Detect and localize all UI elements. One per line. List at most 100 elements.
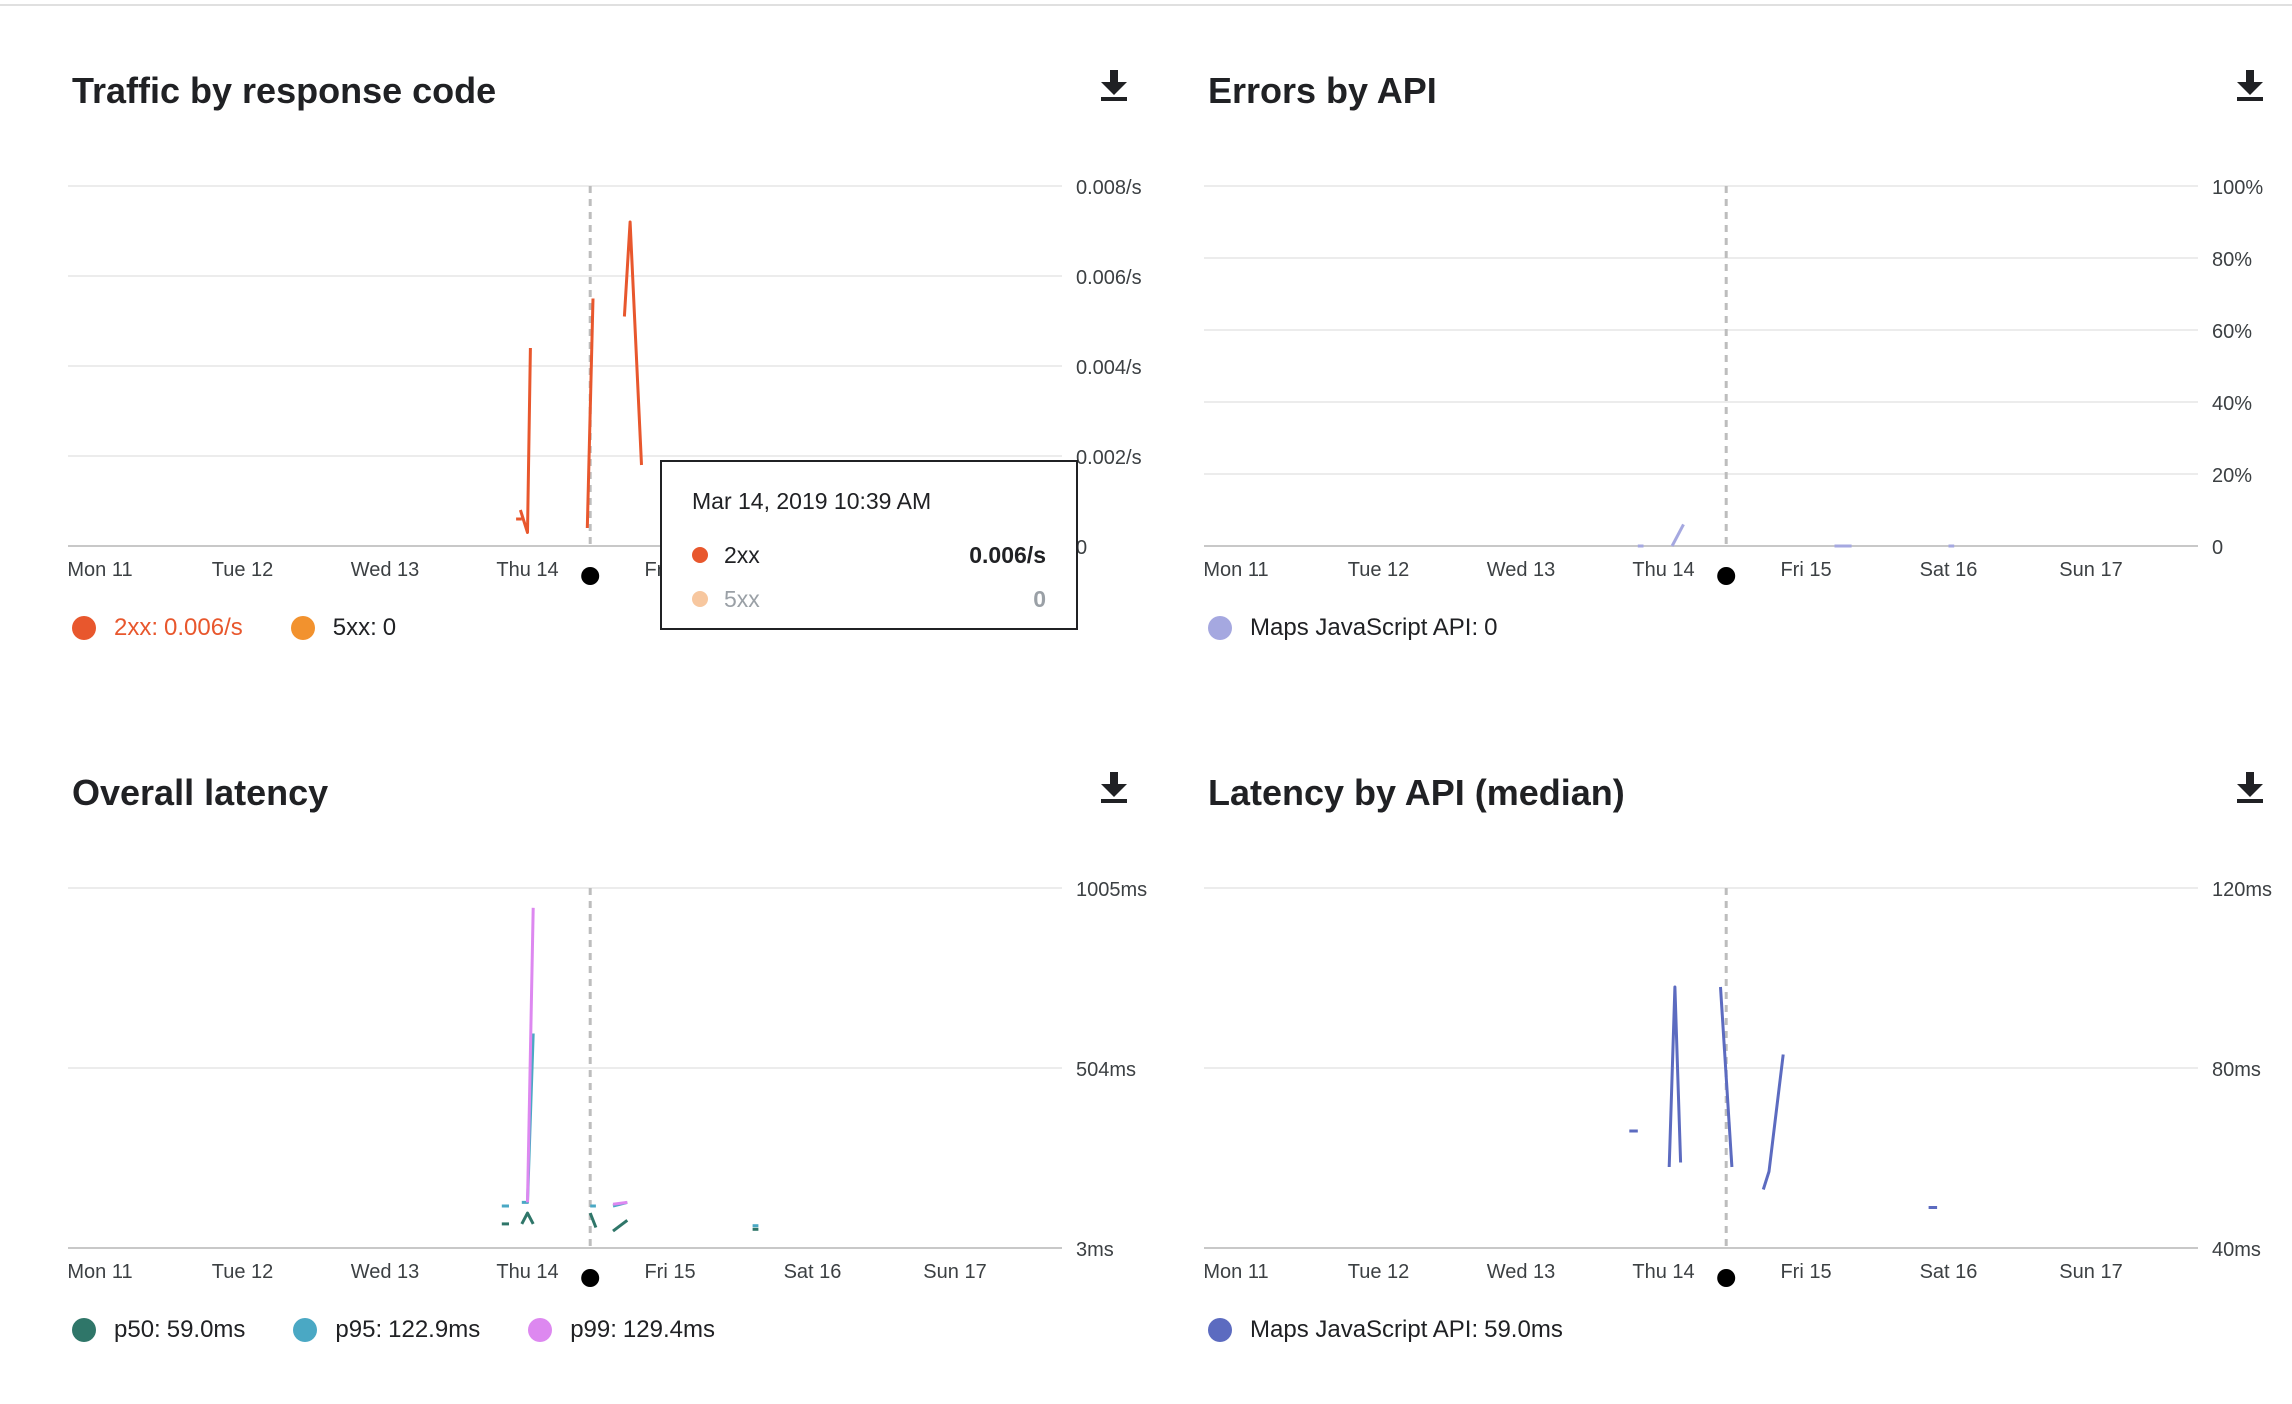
download-icon <box>2237 70 2263 101</box>
series-line-maps-javascript-api <box>1761 1054 1785 1190</box>
traffic-panel: Traffic by response code 0.008/s 0.006/s 0… <box>48 0 1148 660</box>
legend-dot <box>293 1318 318 1342</box>
y-tick-label: 0 <box>2212 537 2223 559</box>
x-tick-label: Mon 11 <box>1203 559 1268 581</box>
latency-by-api-panel: Latency by API (median) 120ms 80ms 40ms Mon… <box>1184 702 2284 1362</box>
legend-dot <box>528 1318 553 1342</box>
x-tick-label: Wed 13 <box>1487 1261 1556 1283</box>
y-tick-label: 80% <box>2212 249 2252 271</box>
download-icon <box>1101 70 1127 101</box>
latency-panel: Overall latency 1005ms 504ms 3ms Mon 11 Tue … <box>48 702 1148 1362</box>
y-tick-label: 120ms <box>2212 879 2272 901</box>
chart-legend: 2xx: 0.006/s 5xx: 0 <box>72 614 396 642</box>
legend-item-p99[interactable]: p99: 129.4ms <box>528 1316 715 1344</box>
series-line-p99 <box>612 1200 628 1206</box>
y-tick-label: 0.004/s <box>1076 357 1142 379</box>
legend-dot <box>290 616 315 640</box>
legend-label: 5xx <box>332 614 371 641</box>
download-button[interactable] <box>1092 62 1136 106</box>
hover-cursor-dot <box>581 1269 600 1287</box>
series-line-p50 <box>588 1212 598 1229</box>
series-line-p50 <box>612 1219 629 1233</box>
x-tick-label: Fri 15 <box>1780 559 1831 581</box>
y-tick-label: 60% <box>2212 321 2252 343</box>
legend-label: p50 <box>114 1316 155 1343</box>
y-tick-label: 0.002/s <box>1076 447 1142 469</box>
tooltip-value: 0.006/s <box>969 541 1046 568</box>
legend-dot <box>1208 616 1232 640</box>
tooltip-dot <box>692 547 708 563</box>
tooltip-label: 5xx <box>724 585 760 612</box>
x-tick-label: Sat 16 <box>1920 1261 1978 1283</box>
x-tick-label: Thu 14 <box>1632 1261 1694 1283</box>
x-tick-label: Thu 14 <box>1632 559 1694 581</box>
legend-item-5xx[interactable]: 5xx: 0 <box>290 614 397 642</box>
legend-value: 122.9ms <box>388 1316 481 1343</box>
series-line-maps-javascript-api <box>1667 985 1683 1168</box>
legend-item-2xx[interactable]: 2xx: 0.006/s <box>72 614 243 642</box>
x-tick-label: Sun 17 <box>923 1261 986 1283</box>
latency-by-api-chart: 120ms 80ms 40ms Mon 11 Tue 12 Wed 13 Thu 14 Fri… <box>1203 879 2272 1287</box>
legend-value: 129.4ms <box>622 1316 715 1343</box>
x-tick-label: Tue 12 <box>212 1261 274 1283</box>
panel-title: Traffic by response code <box>72 70 497 111</box>
y-tick-label: 40% <box>2212 393 2252 415</box>
tooltip-label: 2xx <box>724 541 760 568</box>
legend-label: 2xx <box>114 614 152 641</box>
series-line-p99 <box>526 907 535 1203</box>
x-tick-label: Fri 15 <box>644 1261 695 1283</box>
x-tick-label: Wed 13 <box>351 1261 420 1283</box>
top-divider <box>0 4 2292 6</box>
legend-value: 59.0ms <box>166 1316 246 1343</box>
legend-label: Maps JavaScript API <box>1250 1316 1472 1343</box>
legend-dot <box>72 616 96 640</box>
x-tick-label: Tue 12 <box>1348 1261 1410 1283</box>
legend-dot <box>72 1318 96 1342</box>
tooltip-value: 0 <box>1033 585 1046 612</box>
series-line-maps-javascript-api <box>1719 986 1734 1168</box>
chart-legend: Maps JavaScript API: 59.0ms <box>1208 1316 1563 1344</box>
x-tick-label: Tue 12 <box>1348 559 1410 581</box>
hover-tooltip: Mar 14, 2019 10:39 AM 2xx 0.006/s 5xx 0 <box>660 460 1078 630</box>
legend-item-maps-javascript-api[interactable]: Maps JavaScript API: 59.0ms <box>1208 1316 1563 1344</box>
y-tick-label: 0.008/s <box>1076 177 1142 199</box>
chart-legend: Maps JavaScript API: 0 <box>1208 614 1497 642</box>
legend-value: 0 <box>382 614 397 641</box>
y-tick-label: 80ms <box>2212 1059 2261 1081</box>
y-tick-label: 0.006/s <box>1076 267 1142 289</box>
y-tick-label: 0 <box>1076 537 1087 559</box>
latency-chart: 1005ms 504ms 3ms Mon 11 Tue 12 Wed 13 Thu 14 Fr… <box>67 879 1147 1287</box>
x-tick-label: Mon 11 <box>67 1261 132 1283</box>
legend-value: 59.0ms <box>1484 1316 1563 1343</box>
series-line-p50 <box>520 1211 535 1225</box>
tooltip-row-2xx: 2xx 0.006/s <box>692 533 1046 577</box>
tooltip-row-5xx: 5xx 0 <box>692 577 1046 621</box>
hover-cursor-dot <box>581 567 600 585</box>
series-line-maps-javascript-api <box>1670 523 1685 547</box>
panel-title: Errors by API <box>1208 70 1437 111</box>
y-tick-label: 20% <box>2212 465 2252 487</box>
download-button[interactable] <box>2228 62 2272 106</box>
tooltip-date: Mar 14, 2019 10:39 AM <box>692 488 932 514</box>
errors-panel: Errors by API 100% 80% 60% 40% 20% 0 Mon 11 Tue… <box>1184 0 2284 660</box>
errors-chart: 100% 80% 60% 40% 20% 0 Mon 11 Tue 12 Wed 13 Thu 1… <box>1203 177 2263 585</box>
legend-item-maps-javascript-api[interactable]: Maps JavaScript API: 0 <box>1208 614 1497 642</box>
download-icon <box>1101 772 1127 803</box>
tooltip-dot <box>692 591 708 607</box>
legend-label: Maps JavaScript API <box>1250 614 1472 641</box>
y-tick-label: 504ms <box>1076 1059 1136 1081</box>
panel-title: Latency by API (median) <box>1208 772 1625 813</box>
hover-cursor-dot <box>1717 567 1736 585</box>
download-button[interactable] <box>2228 764 2272 808</box>
x-tick-label: Fri 15 <box>1780 1261 1831 1283</box>
x-tick-label: Mon 11 <box>1203 1261 1268 1283</box>
x-tick-label: Wed 13 <box>351 559 420 581</box>
legend-item-p95[interactable]: p95: 122.9ms <box>293 1316 480 1344</box>
x-tick-label: Sat 16 <box>784 1261 842 1283</box>
legend-dot <box>1208 1318 1232 1342</box>
y-tick-label: 1005ms <box>1076 879 1147 901</box>
download-button[interactable] <box>1092 764 1136 808</box>
legend-item-p50[interactable]: p50: 59.0ms <box>72 1316 245 1344</box>
y-tick-label: 40ms <box>2212 1239 2261 1261</box>
series-line-p95 <box>521 1033 535 1204</box>
